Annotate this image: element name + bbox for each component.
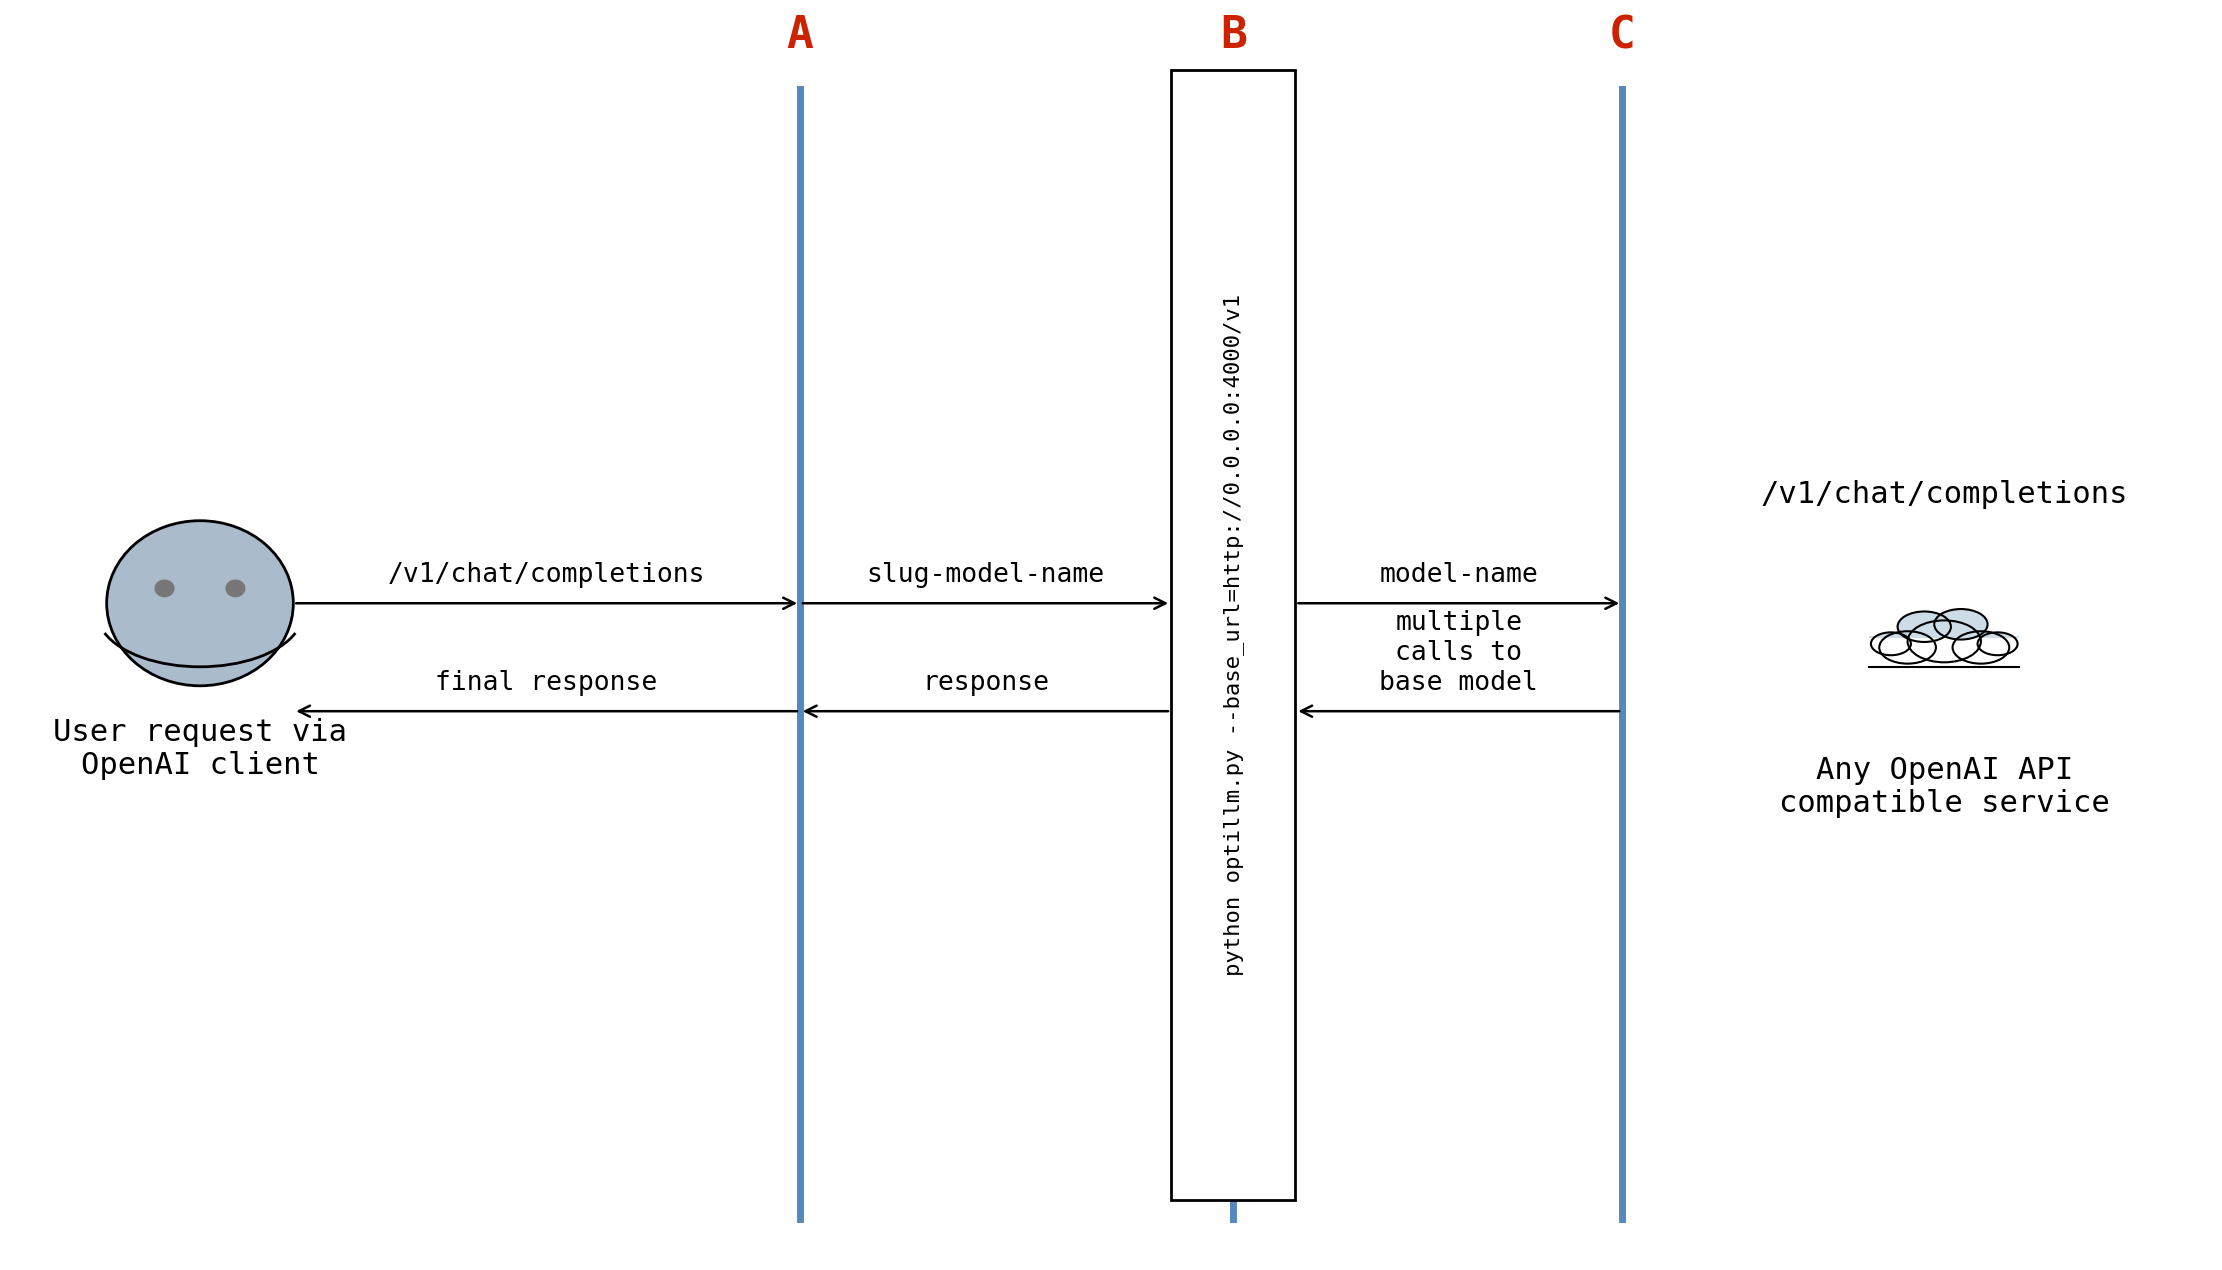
- Bar: [1866, 639, 2022, 677]
- Text: User request via
OpenAI client: User request via OpenAI client: [53, 718, 347, 780]
- Bar: [1869, 636, 2020, 672]
- Circle shape: [1978, 632, 2018, 655]
- Text: slug-model-name: slug-model-name: [867, 563, 1104, 588]
- Bar: [1171, 70, 1295, 1200]
- Text: response: response: [922, 671, 1049, 696]
- Text: C: C: [1609, 14, 1635, 57]
- Text: model-name: model-name: [1380, 563, 1538, 588]
- Text: multiple
calls to
base model: multiple calls to base model: [1380, 610, 1538, 696]
- Ellipse shape: [107, 521, 293, 686]
- Text: B: B: [1220, 14, 1247, 57]
- Text: Any OpenAI API
compatible service: Any OpenAI API compatible service: [1780, 756, 2109, 818]
- Text: A: A: [787, 14, 813, 57]
- Ellipse shape: [227, 580, 244, 597]
- Text: python optillm.py --base_url=http://0.0.0.0:4000/v1: python optillm.py --base_url=http://0.0.…: [1222, 293, 1244, 977]
- Circle shape: [1880, 631, 1935, 664]
- Text: final response: final response: [436, 671, 658, 696]
- Circle shape: [1953, 631, 2009, 664]
- Circle shape: [1933, 610, 1986, 640]
- Text: /v1/chat/completions: /v1/chat/completions: [1760, 480, 2129, 509]
- Text: /v1/chat/completions: /v1/chat/completions: [389, 563, 704, 588]
- Circle shape: [1898, 611, 1951, 641]
- Circle shape: [1871, 632, 1911, 655]
- Ellipse shape: [156, 580, 173, 597]
- Circle shape: [1906, 621, 1982, 663]
